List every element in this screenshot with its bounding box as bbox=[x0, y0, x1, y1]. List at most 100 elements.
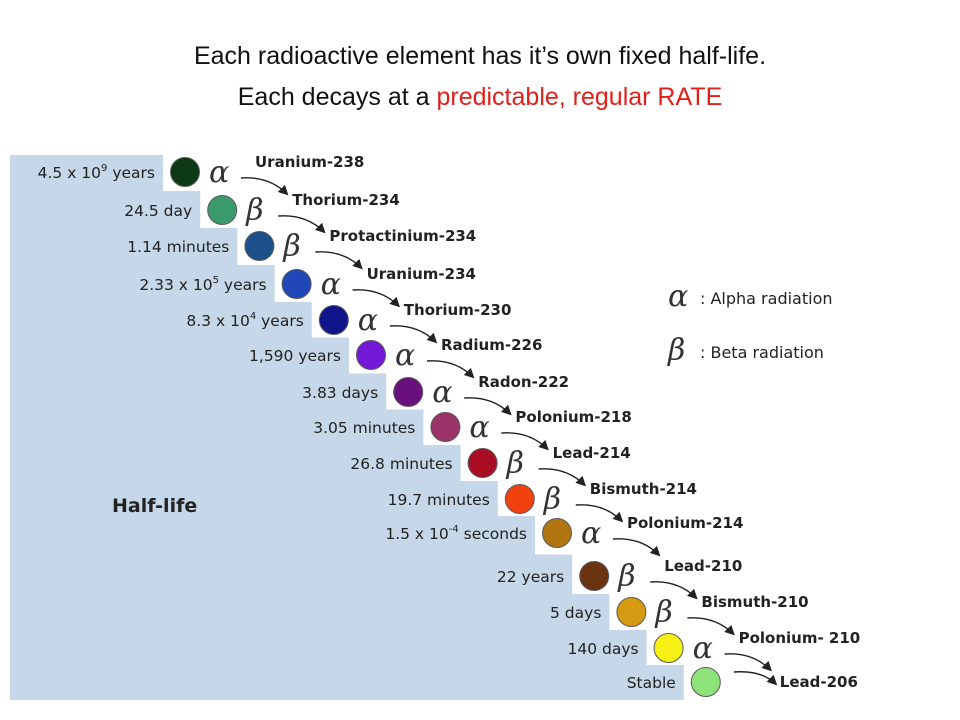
half-life-value-base: 140 days bbox=[567, 640, 638, 658]
half-life-value-base: 4.5 x 10 bbox=[38, 164, 101, 182]
decay-arrow bbox=[501, 432, 549, 451]
element-name: Thorium-234 bbox=[292, 191, 400, 209]
half-life-value: 19.7 minutes bbox=[388, 491, 490, 509]
legend-item: β : Beta radiation bbox=[667, 333, 824, 368]
half-life-value-base: 24.5 day bbox=[124, 202, 192, 220]
element-name: Uranium-234 bbox=[367, 265, 476, 283]
half-life-value-base: 3.05 minutes bbox=[313, 419, 415, 437]
decay-arrow bbox=[650, 581, 698, 600]
decay-arrow bbox=[240, 177, 289, 196]
nuclide-circle bbox=[356, 340, 386, 370]
decay-step: 22 years β Lead-210 bbox=[497, 557, 742, 600]
nuclide-circle bbox=[653, 633, 684, 663]
nuclide-circle bbox=[244, 231, 275, 261]
half-life-value-base: 8.3 x 10 bbox=[186, 312, 249, 330]
element-name: Radon-222 bbox=[478, 373, 569, 391]
half-life-exponent: 5 bbox=[213, 275, 219, 286]
decay-step: 2.33 x 105 years α Uranium-234 bbox=[139, 265, 476, 308]
decay-step: 19.7 minutes β Bismuth-214 bbox=[388, 480, 697, 523]
half-life-value-base: 1.14 minutes bbox=[127, 238, 229, 256]
half-life-exponent: -4 bbox=[449, 524, 459, 535]
decay-step: 3.05 minutes α Polonium-218 bbox=[313, 408, 632, 451]
legend-beta-symbol: β bbox=[667, 333, 685, 368]
nuclide-circle bbox=[690, 667, 721, 697]
half-life-value: 22 years bbox=[497, 568, 564, 586]
decay-arrow bbox=[724, 653, 773, 672]
half-life-value: 1.5 x 10-4 seconds bbox=[385, 524, 527, 543]
decay-arrow bbox=[278, 215, 326, 234]
element-name: Protactinium-234 bbox=[329, 227, 476, 245]
half-life-value-base: 5 days bbox=[550, 604, 601, 622]
half-life-exponent: 9 bbox=[101, 163, 107, 174]
half-life-staircase-background bbox=[10, 155, 684, 700]
decay-step: 1.5 x 10-4 seconds α Polonium-214 bbox=[385, 514, 743, 557]
half-life-value-base: 22 years bbox=[497, 568, 564, 586]
decay-step: 4.5 x 109 years α Uranium-238 bbox=[38, 153, 364, 196]
decay-step: 26.8 minutes β Lead-214 bbox=[350, 444, 631, 487]
half-life-unit: years bbox=[107, 164, 155, 182]
element-name: Bismuth-214 bbox=[590, 480, 697, 498]
beta-symbol: β bbox=[543, 482, 561, 517]
nuclide-circle bbox=[281, 269, 312, 299]
half-life-value-base: 3.83 days bbox=[302, 384, 378, 402]
legend-label: : Alpha radiation bbox=[700, 289, 833, 308]
half-life-value: 26.8 minutes bbox=[350, 455, 452, 473]
decay-arrow bbox=[575, 504, 624, 523]
element-name: Bismuth-210 bbox=[701, 593, 808, 611]
nuclide-circle bbox=[579, 561, 610, 591]
title-line-2: Each decays at a predictable, regular RA… bbox=[0, 83, 960, 112]
decay-step: Stable Lead-206 bbox=[627, 667, 858, 697]
nuclide-circle bbox=[467, 448, 498, 478]
decay-arrow bbox=[315, 251, 363, 270]
decay-arrow bbox=[426, 360, 475, 379]
decay-step: 1,590 years α Radium-226 bbox=[249, 336, 542, 379]
alpha-symbol: α bbox=[358, 303, 378, 338]
nuclide-circle bbox=[542, 518, 572, 548]
decay-step: 3.83 days α Radon-222 bbox=[302, 373, 569, 416]
half-life-value: 1,590 years bbox=[249, 347, 341, 365]
half-life-label: Half-life bbox=[112, 495, 197, 517]
half-life-value-base: Stable bbox=[627, 674, 676, 692]
half-life-value-base: 26.8 minutes bbox=[350, 455, 452, 473]
half-life-value-base: 1.5 x 10 bbox=[385, 525, 448, 543]
beta-symbol: β bbox=[654, 595, 672, 630]
half-life-unit: years bbox=[256, 312, 304, 330]
beta-symbol: β bbox=[617, 559, 635, 594]
element-name: Lead-206 bbox=[780, 673, 858, 691]
half-life-value: 5 days bbox=[550, 604, 601, 622]
decay-arrow bbox=[612, 538, 661, 557]
half-life-value: 2.33 x 105 years bbox=[139, 275, 266, 294]
alpha-symbol: α bbox=[321, 267, 341, 302]
alpha-symbol: α bbox=[209, 155, 229, 190]
decay-arrow bbox=[687, 617, 735, 636]
legend-item: α: Alpha radiation bbox=[668, 279, 833, 314]
half-life-value: 3.83 days bbox=[302, 384, 378, 402]
nuclide-circle bbox=[318, 305, 349, 335]
alpha-symbol: α bbox=[693, 631, 713, 666]
half-life-value: 1.14 minutes bbox=[127, 238, 229, 256]
decay-arrow bbox=[352, 289, 401, 308]
nuclide-circle bbox=[170, 157, 200, 187]
beta-symbol: β bbox=[245, 193, 263, 228]
element-name: Thorium-230 bbox=[404, 301, 512, 319]
title-highlight: predictable, regular RATE bbox=[436, 83, 723, 111]
half-life-value: Stable bbox=[627, 674, 676, 692]
title-line-1: Each radioactive element has it’s own fi… bbox=[193, 42, 767, 70]
half-life-unit: seconds bbox=[459, 525, 527, 543]
decay-step: 1.14 minutes β Protactinium-234 bbox=[127, 227, 476, 270]
title-line-2-prefix: Each decays at a bbox=[237, 83, 437, 111]
element-name: Polonium-218 bbox=[515, 408, 631, 426]
decay-step: 24.5 day β Thorium-234 bbox=[124, 191, 400, 234]
element-name: Radium-226 bbox=[441, 336, 542, 354]
half-life-value-base: 2.33 x 10 bbox=[139, 276, 212, 294]
beta-symbol: β bbox=[506, 446, 524, 481]
legend-label: : Beta radiation bbox=[700, 343, 824, 362]
half-life-value: 4.5 x 109 years bbox=[38, 163, 155, 182]
beta-symbol: β bbox=[282, 229, 300, 264]
alpha-symbol: α bbox=[395, 338, 415, 373]
nuclide-circle bbox=[504, 484, 535, 514]
decay-step: 5 days β Bismuth-210 bbox=[550, 593, 809, 636]
